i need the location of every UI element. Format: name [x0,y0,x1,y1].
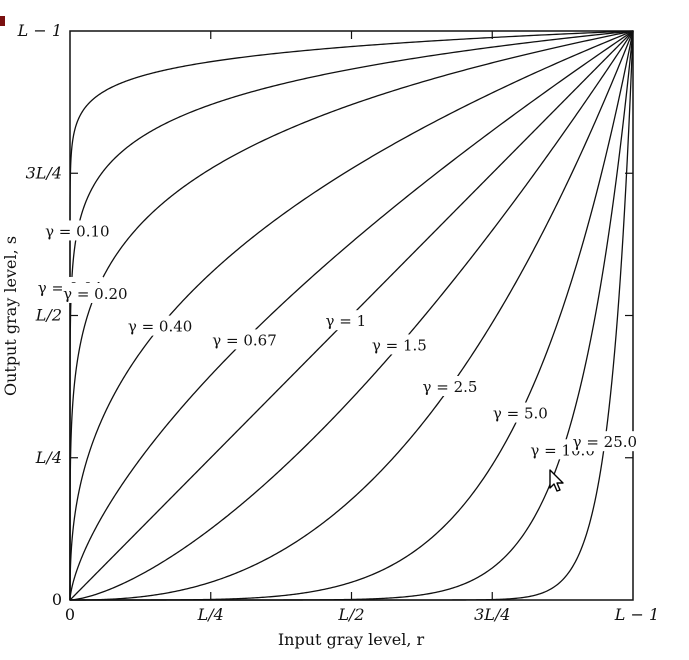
curve-gamma-0_2 [69,30,634,600]
curve-gamma-1_5 [69,30,634,601]
ticks-group [70,31,633,600]
gamma-label-2_5: γ = 2.5 [423,378,478,396]
y-axis-title: Output gray level, s [1,236,20,396]
gamma-label-1_5: γ = 1.5 [372,336,427,354]
curve-gamma-2_5 [70,30,634,601]
gamma-label-bg [61,282,129,303]
gamma-label-bg [420,376,480,397]
gamma-label-bg [571,431,639,452]
tick-labels-group: 0 L/4 L/2 3L/4 L − 1 0 L/4 L/2 3L/4 L − 1 [17,21,660,624]
corner-mark [0,16,5,26]
x-tick-label: 0 [65,605,75,624]
curve-gamma-0_1 [69,30,634,600]
gamma-label-0_67: γ = 0.67 [212,331,276,349]
gamma-label-bg [369,334,429,355]
curve-gamma-0_4 [69,30,634,600]
curve-gamma-0_04 [69,30,634,600]
x-tick-label: L/4 [197,605,224,624]
gamma-label-0_1: γ = 0.10 [45,222,109,240]
gamma-label-5: γ = 5.0 [493,405,548,423]
y-tick-label: 0 [52,590,62,609]
gamma-label-0_4: γ = 0.40 [128,318,192,336]
gamma-label-bg [323,310,368,331]
gamma-label-bg [43,220,111,241]
x-tick-label: 3L/4 [474,605,510,624]
y-tick-label: L/4 [35,448,62,467]
gamma-label-bg [490,402,550,423]
x-tick-label: L/2 [337,605,364,624]
gamma-label-bg [126,315,194,336]
gamma-label-bg [211,329,278,350]
y-tick-label: 3L/4 [26,163,62,182]
gamma-label-0_2: γ = 0.20 [63,285,127,303]
x-tick-label: L − 1 [614,605,659,624]
y-tick-label: L − 1 [17,21,62,40]
gamma-labels-group: γ = 0.04γ = 0.10γ = 0.20γ = 0.40γ = 0.67… [36,220,639,460]
mouse-pointer-icon [549,469,564,492]
x-axis-title: Input gray level, r [278,630,425,649]
y-tick-label: L/2 [35,306,62,325]
gamma-label-1: γ = 1 [326,312,367,330]
curve-gamma-0_67 [69,30,634,600]
gamma-label-25: γ = 25.0 [573,433,637,451]
